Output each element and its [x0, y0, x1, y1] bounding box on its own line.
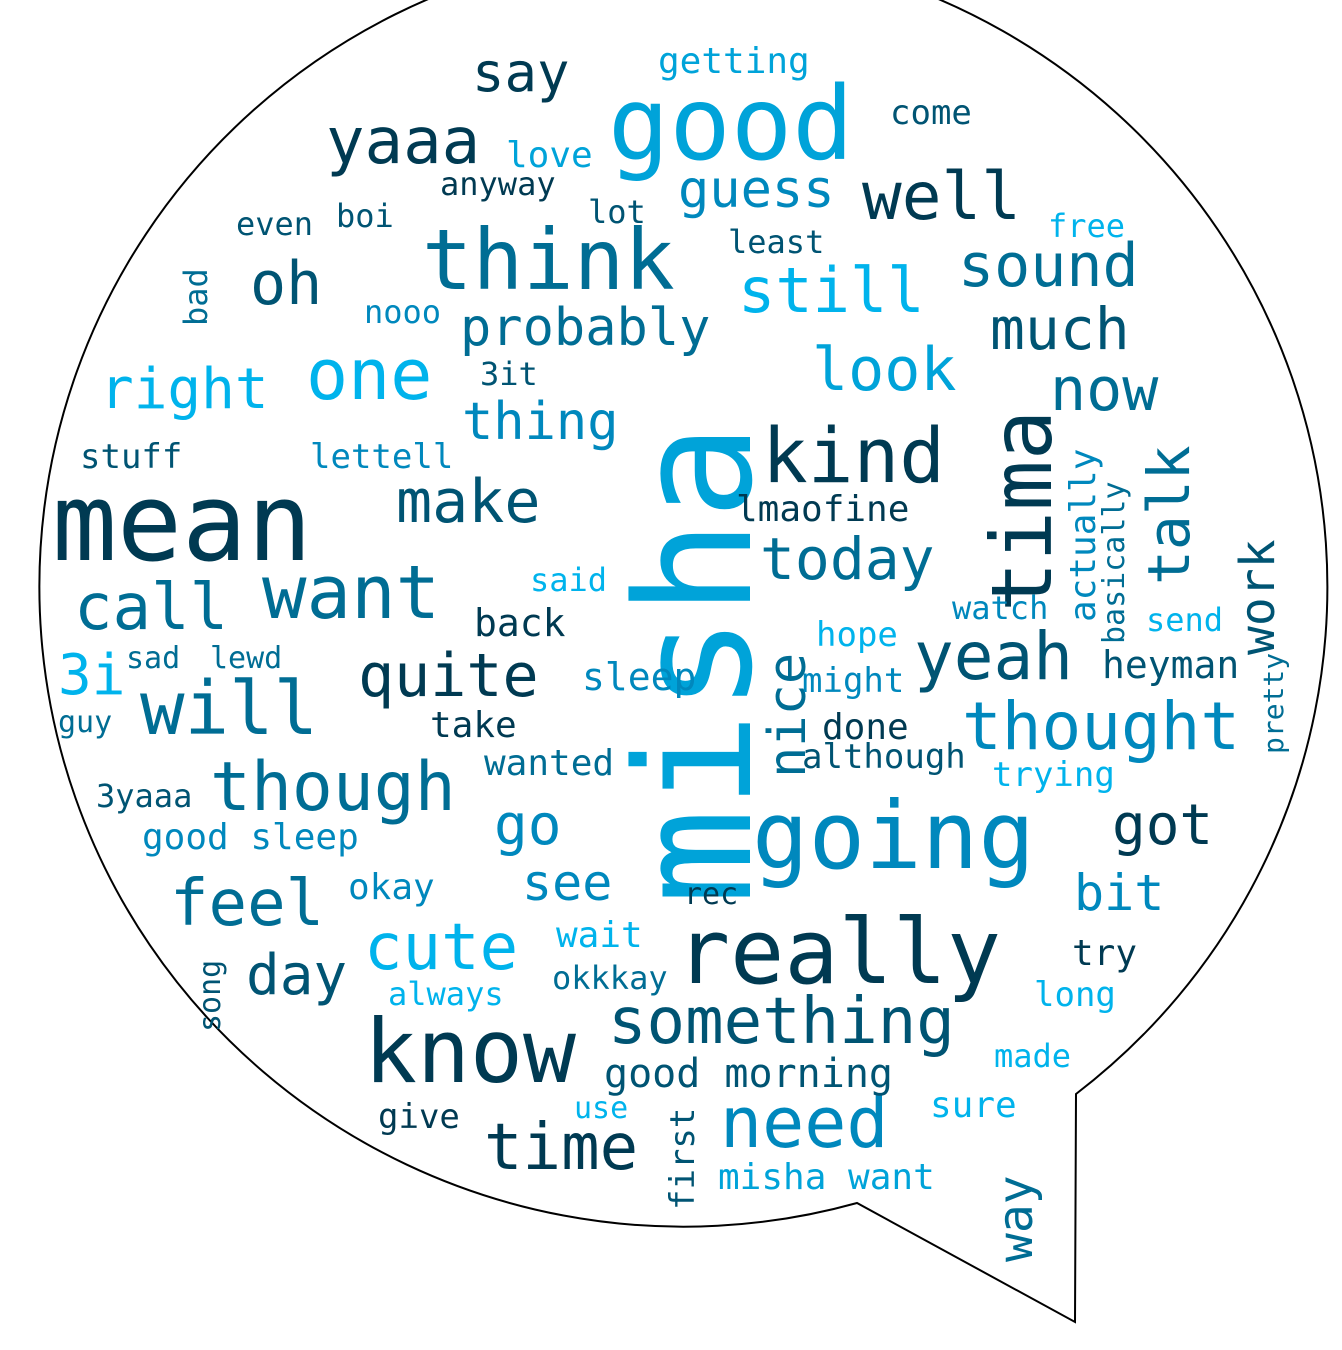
- word-lewd: lewd: [210, 641, 283, 676]
- word-done: done: [822, 707, 909, 748]
- word-basically: basically: [1097, 481, 1132, 644]
- word-good-sleep: good sleep: [142, 817, 359, 858]
- word-pretty: pretty: [1257, 652, 1290, 754]
- word-look: look: [812, 335, 957, 405]
- word-heyman: heyman: [1102, 643, 1240, 687]
- word-got: got: [1112, 793, 1214, 858]
- word-good-morning: good morning: [604, 1051, 893, 1097]
- word-right: right: [100, 357, 269, 422]
- word-day: day: [246, 943, 348, 1008]
- word-anyway: anyway: [440, 165, 556, 203]
- word-will: will: [140, 666, 319, 752]
- word-lot: lot: [588, 193, 646, 231]
- word-try: try: [1072, 933, 1138, 974]
- word-long: long: [1034, 975, 1116, 1015]
- word-cute: cute: [364, 911, 519, 985]
- word-time: time: [484, 1111, 639, 1185]
- word-say: say: [472, 41, 570, 104]
- word-make: make: [396, 467, 541, 537]
- word-love: love: [506, 135, 593, 176]
- word-think: think: [422, 211, 675, 309]
- word-lmaofine: lmaofine: [736, 489, 910, 530]
- word-rec: rec: [684, 877, 739, 912]
- word-hope: hope: [816, 615, 898, 655]
- word-watch: watch: [952, 589, 1049, 627]
- word-mean: mean: [52, 461, 313, 586]
- word-said: said: [530, 561, 608, 599]
- word-kind: kind: [762, 411, 946, 500]
- word-today: today: [760, 525, 935, 593]
- word-give: give: [378, 1097, 460, 1137]
- word-work: work: [1230, 539, 1286, 655]
- word-trying: trying: [992, 755, 1115, 795]
- word-3it: 3it: [480, 355, 538, 393]
- word-good: good: [608, 65, 854, 184]
- word-thing: thing: [462, 392, 619, 452]
- word-guy: guy: [58, 705, 113, 740]
- word-bad: bad: [177, 268, 215, 326]
- word-want: want: [262, 550, 441, 636]
- word-still: still: [738, 254, 925, 327]
- word-song: song: [193, 959, 228, 1032]
- word-probably: probably: [460, 298, 711, 358]
- word-quite: quite: [358, 641, 539, 711]
- word-back: back: [474, 601, 566, 645]
- word-send: send: [1146, 601, 1224, 639]
- word-stuff: stuff: [80, 437, 183, 477]
- word-sleep: sleep: [582, 655, 697, 699]
- word-boi: boi: [336, 197, 394, 235]
- word-now: now: [1050, 355, 1159, 425]
- word-going: going: [752, 782, 1035, 891]
- word-use: use: [574, 1091, 629, 1126]
- word-wait: wait: [556, 915, 643, 956]
- word-go: go: [494, 793, 562, 858]
- word-misha-want: misha want: [718, 1157, 935, 1198]
- word-way: way: [988, 1175, 1044, 1262]
- word-something: something: [608, 985, 955, 1059]
- word-might: might: [802, 661, 905, 701]
- word-3yaaa: 3yaaa: [96, 777, 193, 815]
- word-least: least: [728, 223, 825, 261]
- word-first: first: [663, 1107, 703, 1210]
- word-really: really: [676, 900, 1002, 1005]
- word-see: see: [522, 854, 613, 912]
- word-oh: oh: [250, 249, 323, 319]
- word-lettell: lettell: [310, 437, 454, 477]
- word-much: much: [990, 295, 1130, 363]
- word-tima: tima: [973, 409, 1071, 612]
- word-always: always: [388, 975, 504, 1013]
- word-thought: thought: [962, 688, 1241, 765]
- word-okay: okay: [348, 867, 435, 908]
- word-talk: talk: [1135, 445, 1203, 585]
- word-free: free: [1048, 207, 1126, 245]
- word-call: call: [74, 571, 229, 645]
- word-yaaa: yaaa: [326, 105, 481, 179]
- word-okkkay: okkkay: [552, 959, 668, 997]
- word-know: know: [364, 1000, 576, 1103]
- word-even: even: [236, 205, 314, 243]
- word-yeah: yeah: [914, 618, 1073, 695]
- word-guess: guess: [678, 160, 835, 220]
- word-though: though: [210, 748, 456, 827]
- word-3i: 3i: [58, 643, 126, 708]
- word-come: come: [890, 93, 972, 133]
- word-bit: bit: [1074, 864, 1165, 922]
- speech-bubble-path: [38, 0, 1329, 1324]
- word-feel: feel: [170, 867, 325, 941]
- word-made: made: [994, 1037, 1072, 1075]
- word-getting: getting: [658, 41, 810, 82]
- word-wanted: wanted: [484, 743, 615, 784]
- word-one: one: [306, 334, 433, 416]
- word-take: take: [430, 705, 517, 746]
- word-sad: sad: [126, 641, 181, 676]
- word-well: well: [862, 158, 1021, 235]
- word-need: need: [720, 1082, 889, 1164]
- word-sure: sure: [930, 1085, 1017, 1126]
- word-although: although: [802, 737, 966, 777]
- word-sound: sound: [958, 231, 1139, 301]
- word-nooo: nooo: [364, 293, 442, 331]
